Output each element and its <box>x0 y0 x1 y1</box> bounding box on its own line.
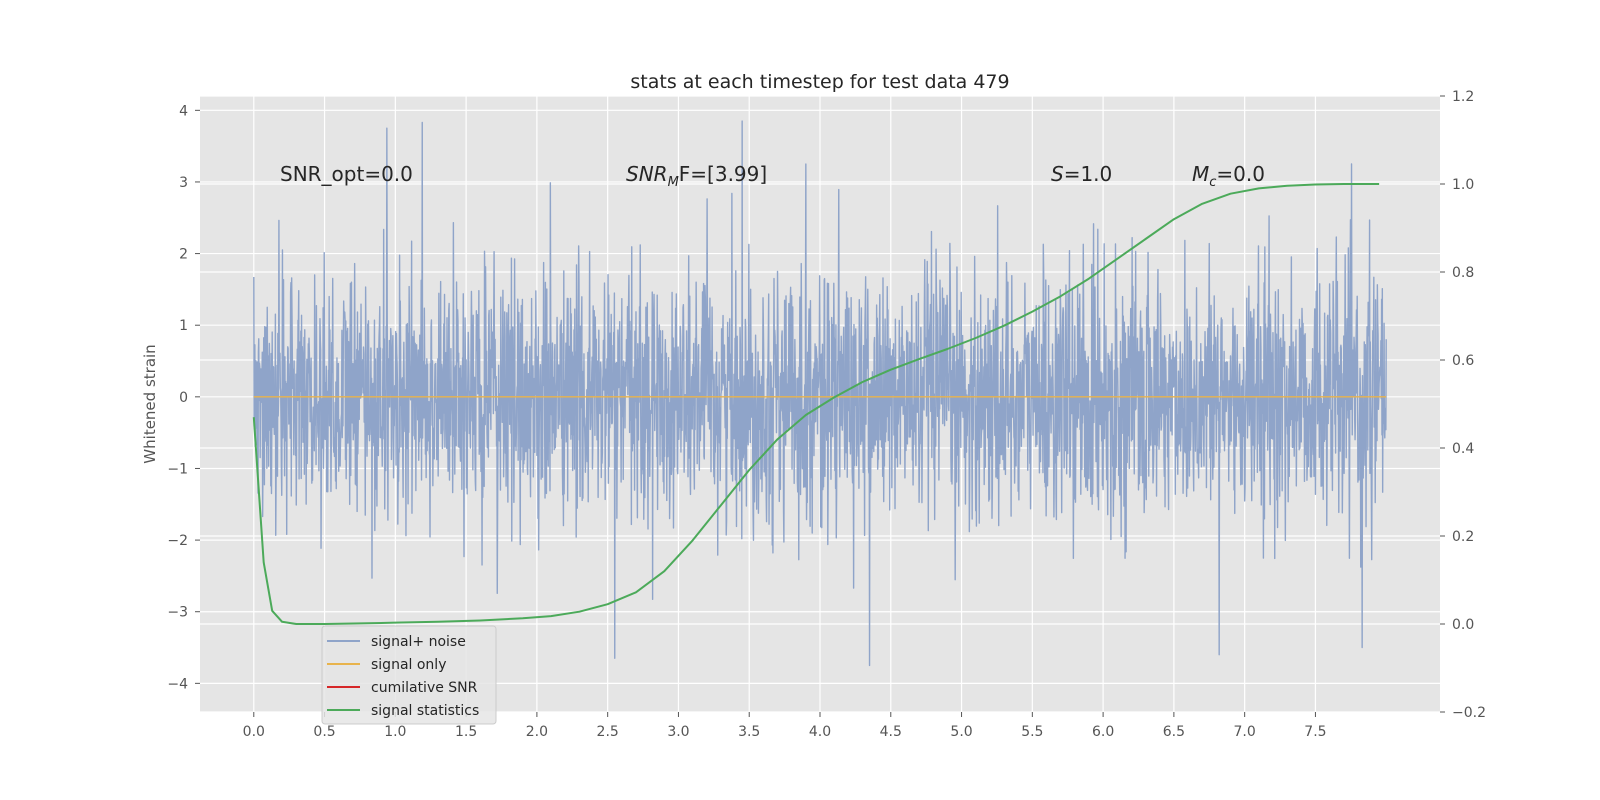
legend-label: signal statistics <box>371 703 479 719</box>
legend-label: cumilative SNR <box>371 680 478 696</box>
legend: signal+ noise signal only cumilative SNR si… <box>321 625 497 725</box>
y-tick-label: 0 <box>179 390 188 406</box>
x-tick-label: 0.5 <box>313 724 335 740</box>
axes: 0.0 0.5 1.0 1.5 2.0 2.5 3.0 3.5 4.0 4.5 5.0 5.5 6.0 6… <box>167 89 1486 740</box>
annotation-symbol: S <box>1051 162 1064 186</box>
annotation-prefix: SNR_opt=0.0 <box>280 162 413 186</box>
y2-tick-label: 0.4 <box>1452 441 1474 457</box>
y2-tick-label: 0.0 <box>1452 617 1474 633</box>
x-tick-label: 1.5 <box>455 724 477 740</box>
y-tick-label: −3 <box>167 605 188 621</box>
annotation-subscript: c <box>1209 175 1216 190</box>
annotation-1: SNRMF=[3.99] <box>626 162 767 190</box>
x-tick-label: 1.0 <box>384 724 406 740</box>
y2-tick-label: 0.2 <box>1452 529 1474 545</box>
y-tick-label: 2 <box>179 247 188 263</box>
x-tick-label: 0.0 <box>243 724 265 740</box>
x-tick-label: 7.0 <box>1234 724 1256 740</box>
x-tick-label: 4.0 <box>809 724 831 740</box>
x-tick-label: 5.0 <box>950 724 972 740</box>
annotation-2: S=1.0 <box>1051 162 1112 186</box>
y-tick-label: 1 <box>179 318 188 334</box>
y-tick-label: −4 <box>167 676 188 692</box>
annotation-value: F=[3.99] <box>679 162 767 186</box>
y2-tick-label: 1.2 <box>1452 89 1474 105</box>
x-tick-label: 3.0 <box>667 724 689 740</box>
signal-plus-noise-line <box>253 120 1387 667</box>
y2-tick-label: 1.0 <box>1452 177 1474 193</box>
y-tick-label: 4 <box>179 103 188 119</box>
legend-label: signal+ noise <box>371 634 466 650</box>
annotation-0: SNR_opt=0.0 <box>280 162 413 186</box>
y2-tick-label: 0.6 <box>1452 353 1474 369</box>
annotation-symbol: SNR <box>626 162 668 186</box>
annotation-symbol: M <box>1192 162 1209 186</box>
x-tick-label: 2.0 <box>526 724 548 740</box>
annotation-value: =1.0 <box>1064 162 1113 186</box>
y-tick-label: 3 <box>179 175 188 191</box>
chart-title: stats at each timestep for test data 479 <box>630 71 1009 93</box>
y2-tick-label: −0.2 <box>1452 705 1486 721</box>
annotation-3: Mc=0.0 <box>1192 162 1265 190</box>
y-tick-label: −1 <box>167 461 188 477</box>
x-tick-label: 6.0 <box>1092 724 1114 740</box>
y-axis-label: Whitened strain <box>141 344 159 463</box>
x-tick-label: 7.5 <box>1304 724 1326 740</box>
line-series <box>252 183 1387 625</box>
signal-plus-noise-series <box>253 120 1387 667</box>
x-tick-label: 4.5 <box>880 724 902 740</box>
x-tick-label: 6.5 <box>1163 724 1185 740</box>
x-tick-label: 3.5 <box>738 724 760 740</box>
legend-label: signal only <box>371 657 446 673</box>
annotation-subscript: M <box>668 175 679 190</box>
x-tick-label: 5.5 <box>1021 724 1043 740</box>
annotation-value: =0.0 <box>1216 162 1265 186</box>
y2-tick-label: 0.8 <box>1452 265 1474 281</box>
x-tick-label: 2.5 <box>597 724 619 740</box>
signal-statistics-line <box>252 183 1380 625</box>
legend-box <box>321 625 497 725</box>
y-tick-label: −2 <box>167 533 188 549</box>
annotations: SNR_opt=0.0 SNRMF=[3.99] S=1.0 Mc=0.0 <box>280 162 1265 190</box>
